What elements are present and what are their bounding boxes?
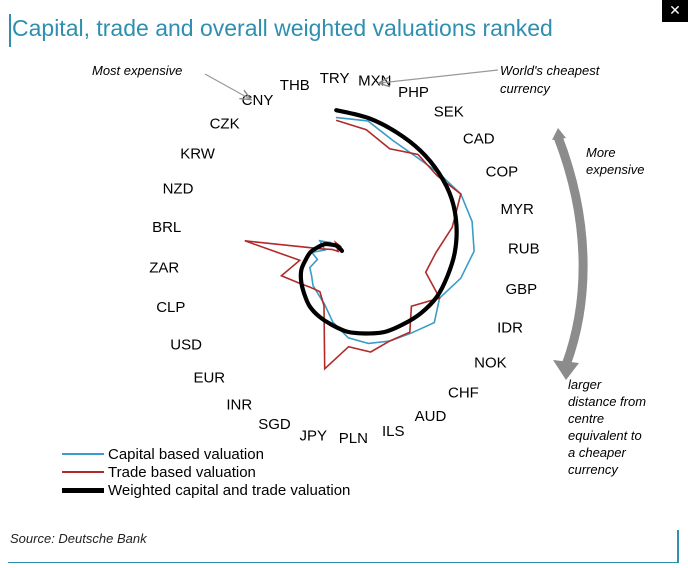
- distance-note-line6: currency: [568, 462, 619, 477]
- category-label-thb: THB: [280, 77, 310, 94]
- category-label-clp: CLP: [156, 299, 185, 316]
- category-label-inr: INR: [226, 396, 252, 413]
- trade-series-line: [244, 119, 462, 371]
- legend-label-weighted: Weighted capital and trade valuation: [108, 481, 351, 499]
- category-label-try: TRY: [320, 70, 350, 87]
- category-label-eur: EUR: [193, 369, 225, 386]
- category-label-gbp: GBP: [505, 281, 537, 298]
- legend-swatch-weighted: [62, 487, 104, 493]
- most-expensive-arrow: [204, 73, 250, 99]
- category-label-cny: CNY: [242, 92, 274, 109]
- category-label-rub: RUB: [508, 241, 540, 258]
- category-label-myr: MYR: [501, 201, 535, 218]
- category-label-pln: PLN: [339, 430, 368, 447]
- right-rule: [677, 530, 679, 563]
- category-label-usd: USD: [170, 337, 202, 354]
- category-label-krw: KRW: [180, 145, 216, 162]
- series-lines: [244, 108, 475, 371]
- legend-swatch-trade: [62, 471, 104, 473]
- category-label-cop: COP: [486, 164, 519, 181]
- category-label-php: PHP: [398, 84, 429, 101]
- more-expensive-line2: expensive: [586, 162, 645, 177]
- distance-note-line4: equivalent to: [568, 428, 642, 443]
- category-label-sgd: SGD: [258, 416, 291, 433]
- source-note: Source: Deutsche Bank: [10, 531, 147, 546]
- category-label-jpy: JPY: [299, 427, 327, 444]
- curved-arrow-head: [553, 360, 579, 380]
- legend-item-capital: Capital based valuation: [62, 445, 264, 463]
- legend-item-trade: Trade based valuation: [62, 463, 256, 481]
- category-label-mxn: MXN: [358, 73, 391, 90]
- more-expensive-curved-arrow: [553, 135, 588, 367]
- close-icon[interactable]: ✕: [662, 0, 688, 22]
- category-label-aud: AUD: [415, 408, 447, 425]
- category-label-zar: ZAR: [149, 259, 179, 276]
- cheapest-label-line1: World's cheapest: [500, 63, 601, 78]
- category-label-ils: ILS: [382, 423, 405, 440]
- bottom-rule: [8, 562, 678, 563]
- distance-note-line3: centre: [568, 411, 604, 426]
- curved-arrow-tail: [552, 128, 566, 140]
- most-expensive-label: Most expensive: [92, 63, 182, 78]
- cheapest-label-line2: currency: [500, 81, 551, 96]
- legend-label-capital: Capital based valuation: [108, 445, 264, 463]
- cheapest-arrow: [380, 69, 499, 83]
- distance-note-line1: larger: [568, 377, 602, 392]
- legend-item-weighted: Weighted capital and trade valuation: [62, 481, 350, 499]
- chart-title: Capital, trade and overall weighted valu…: [12, 15, 553, 41]
- category-label-idr: IDR: [497, 320, 523, 337]
- title-accent-bar: [9, 14, 11, 47]
- category-label-nok: NOK: [474, 355, 507, 372]
- category-label-brl: BRL: [152, 219, 181, 236]
- distance-note-line2: distance from: [568, 394, 646, 409]
- category-label-chf: CHF: [448, 385, 479, 402]
- capital-series-line: [308, 116, 475, 345]
- legend-swatch-capital: [62, 453, 104, 455]
- more-expensive-line1: More: [586, 145, 616, 160]
- category-label-nzd: NZD: [163, 181, 194, 198]
- category-label-cad: CAD: [463, 131, 495, 148]
- distance-note-line5: a cheaper: [568, 445, 626, 460]
- legend-label-trade: Trade based valuation: [108, 463, 256, 481]
- weighted-series-line: [298, 108, 459, 336]
- category-label-czk: CZK: [210, 115, 240, 132]
- category-label-sek: SEK: [434, 104, 464, 121]
